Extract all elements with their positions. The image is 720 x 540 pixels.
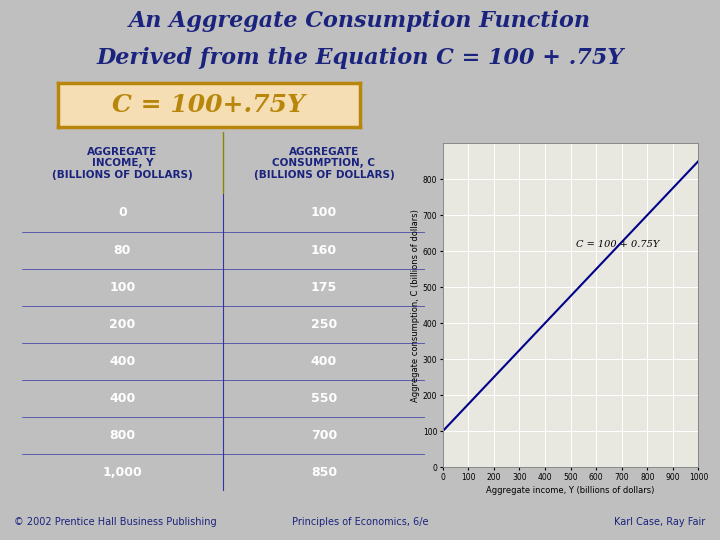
Text: 175: 175 [311, 281, 337, 294]
Text: 700: 700 [311, 429, 337, 442]
Text: 80: 80 [114, 244, 131, 256]
Text: 160: 160 [311, 244, 337, 256]
Text: 100: 100 [109, 281, 135, 294]
Text: 100: 100 [311, 206, 337, 219]
Text: Derived from the Equation C = 100 + .75Y: Derived from the Equation C = 100 + .75Y [96, 47, 624, 69]
Text: 850: 850 [311, 467, 337, 480]
Text: 800: 800 [109, 429, 135, 442]
Text: 250: 250 [311, 318, 337, 331]
Text: 400: 400 [311, 355, 337, 368]
Text: 1,000: 1,000 [102, 467, 143, 480]
Text: C = 100+.75Y: C = 100+.75Y [112, 93, 305, 117]
Y-axis label: Aggregate consumption, C (billions of dollars): Aggregate consumption, C (billions of do… [411, 208, 420, 402]
X-axis label: Aggregate income, Y (billions of dollars): Aggregate income, Y (billions of dollars… [487, 486, 654, 495]
Text: 550: 550 [311, 392, 337, 405]
Text: AGGREGATE
INCOME, Y
(BILLIONS OF DOLLARS): AGGREGATE INCOME, Y (BILLIONS OF DOLLARS… [52, 147, 193, 180]
Text: 200: 200 [109, 318, 135, 331]
Text: C = 100 + 0.75Y: C = 100 + 0.75Y [576, 240, 659, 249]
Text: Karl Case, Ray Fair: Karl Case, Ray Fair [614, 517, 706, 528]
Text: 400: 400 [109, 392, 135, 405]
Text: 400: 400 [109, 355, 135, 368]
Text: An Aggregate Consumption Function: An Aggregate Consumption Function [129, 10, 591, 32]
Text: Principles of Economics, 6/e: Principles of Economics, 6/e [292, 517, 428, 528]
Text: AGGREGATE
CONSUMPTION, C
(BILLIONS OF DOLLARS): AGGREGATE CONSUMPTION, C (BILLIONS OF DO… [253, 147, 395, 180]
Text: © 2002 Prentice Hall Business Publishing: © 2002 Prentice Hall Business Publishing [14, 517, 217, 528]
Text: 0: 0 [118, 206, 127, 219]
